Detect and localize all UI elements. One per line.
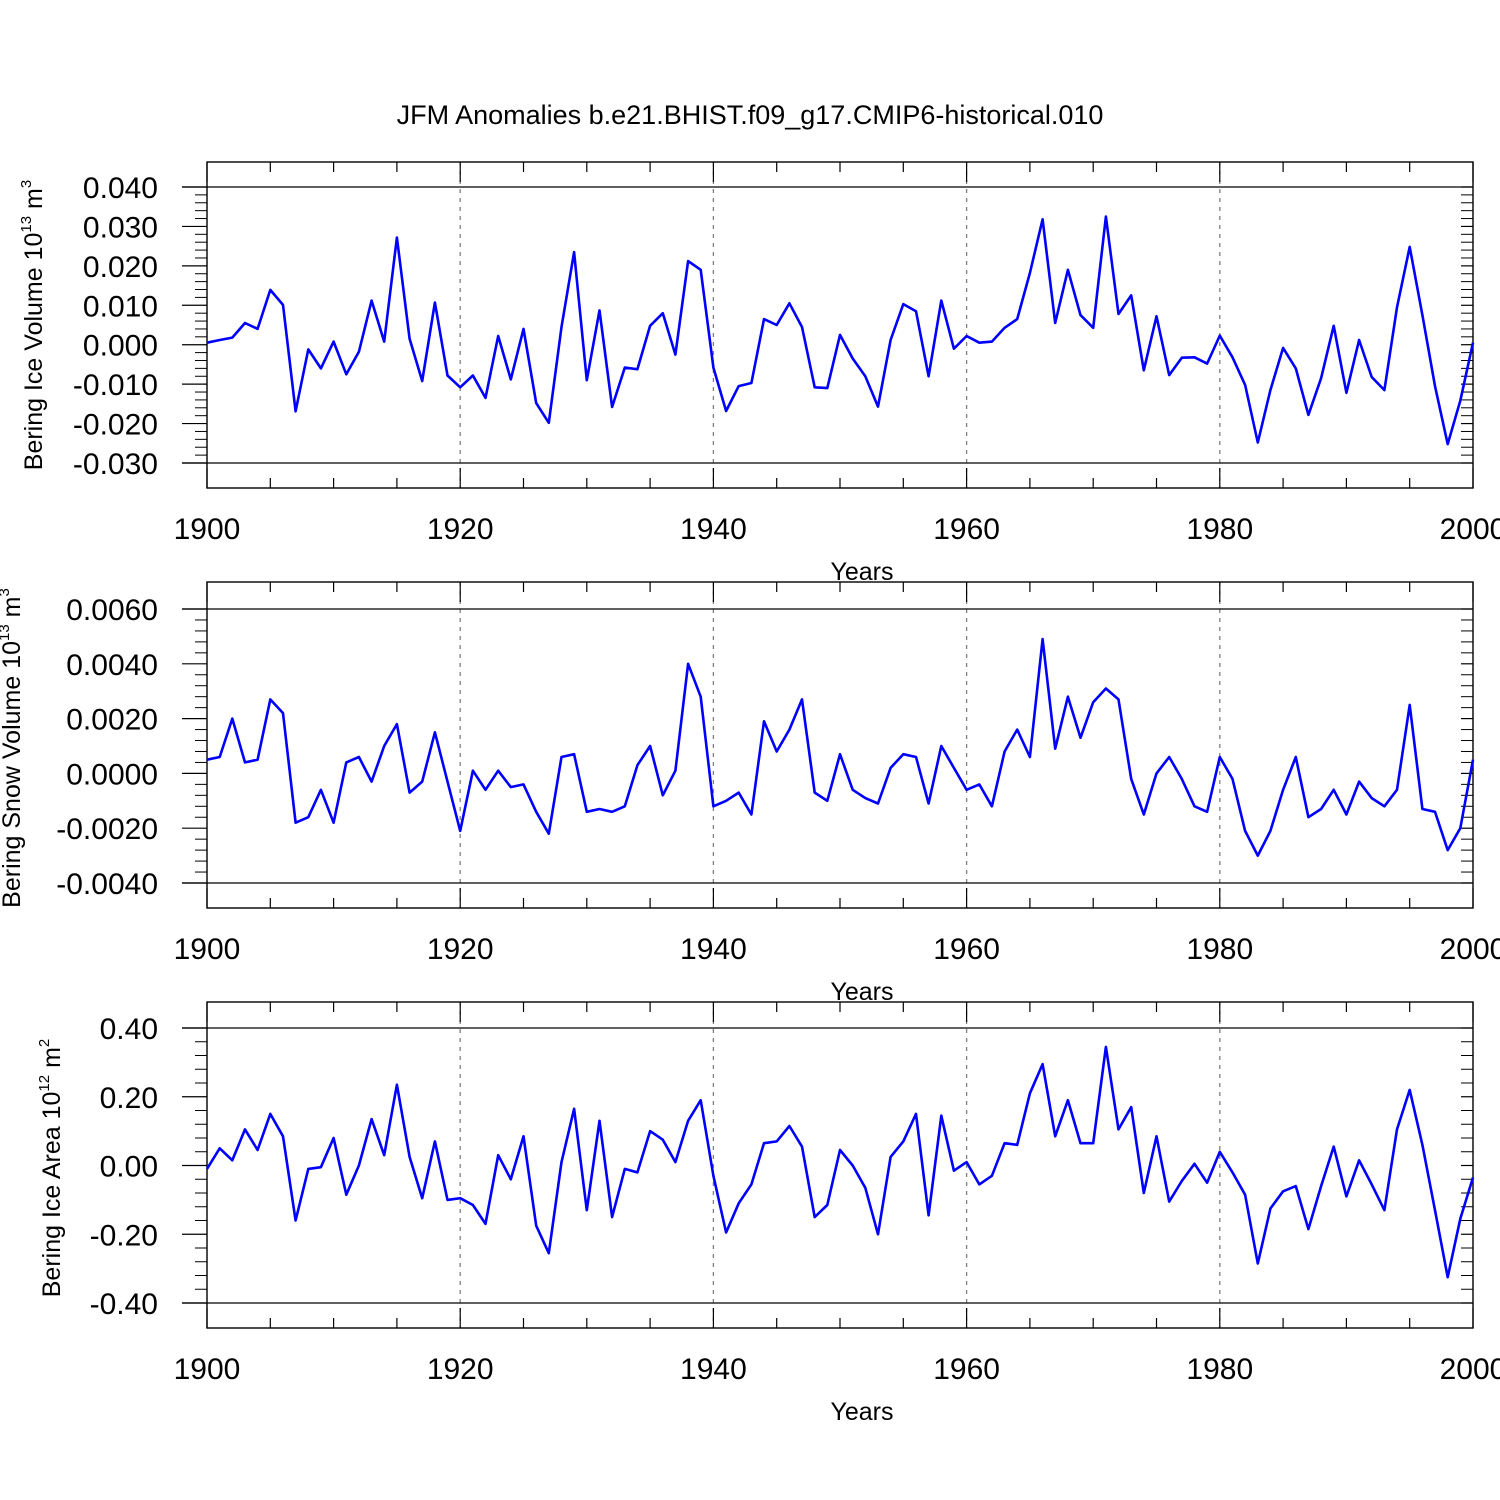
- y-tick-label: 0.20: [100, 1082, 158, 1115]
- y-tick-label: -0.0040: [56, 868, 158, 901]
- x-tick-label: 1940: [680, 1353, 747, 1386]
- figure-title: JFM Anomalies b.e21.BHIST.f09_g17.CMIP6-…: [397, 100, 1104, 130]
- x-tick-label: 2000: [1440, 1353, 1500, 1386]
- x-axis-label: Years: [830, 1398, 893, 1426]
- panel-3: 0.40 0.20 0.00 -0.20 -0.40 1900 1920 1940 1960 19…: [36, 1001, 1500, 1426]
- panel-2: 0.0060 0.0040 0.0020 0.0000 -0.0020 -0.0040 19…: [0, 581, 1500, 1006]
- y-axis-label-unit: m: [20, 188, 48, 216]
- plot-frame: [206, 1001, 1474, 1329]
- series-line: [206, 215, 1475, 446]
- y-tick-label: -0.0020: [56, 813, 158, 846]
- y-tick-label: -0.40: [90, 1288, 158, 1321]
- y-tick-label: -0.010: [73, 369, 158, 402]
- y-tick-label: 0.000: [83, 330, 158, 363]
- x-tick-label: 1920: [427, 1353, 494, 1386]
- y-axis-label-exponent: 13: [18, 216, 35, 233]
- y-axis-label-text: Bering Ice Area 10: [38, 1092, 66, 1298]
- y-tick-label: 0.0000: [66, 758, 158, 791]
- y-tick-label: 0.0040: [66, 649, 158, 682]
- x-tick-label: 1980: [1186, 1353, 1253, 1386]
- y-axis-label-unit-exponent: 3: [18, 180, 35, 188]
- y-axis-label: Bering Ice Volume 1013 m3: [18, 180, 48, 470]
- y-axis-label-unit-exponent: 2: [36, 1039, 53, 1047]
- y-tick-label: 0.00: [100, 1151, 158, 1184]
- x-tick-label: 1920: [427, 513, 494, 546]
- y-axis-label: Bering Snow Volume 1013 m3: [0, 588, 26, 908]
- y-tick-label: -0.020: [73, 409, 158, 442]
- x-tick-label: 1940: [680, 513, 747, 546]
- x-tick-label: 1960: [933, 1353, 1000, 1386]
- x-tick-label: 2000: [1440, 513, 1500, 546]
- x-tick-label: 1900: [174, 1353, 241, 1386]
- x-tick-label: 1960: [933, 513, 1000, 546]
- y-tick-label: 0.0060: [66, 594, 158, 627]
- x-tick-label: 1920: [427, 933, 494, 966]
- series-line: [205, 1045, 1475, 1279]
- x-tick-label: 1940: [680, 933, 747, 966]
- plot-frame: [206, 581, 1474, 909]
- x-tick-label: 1980: [1186, 513, 1253, 546]
- chart-panels: 0.040 0.030 0.020 0.010 0.000 -0.010 -0.020 -0.…: [0, 161, 1500, 1426]
- y-axis-label-unit: m: [0, 597, 26, 625]
- y-axis-label: Bering Ice Area 1012 m2: [36, 1039, 66, 1298]
- series-line: [206, 637, 1475, 857]
- y-axis-label-text: Bering Ice Volume 10: [20, 233, 48, 471]
- y-axis-label-exponent: 12: [36, 1075, 53, 1092]
- y-axis-label-text: Bering Snow Volume 10: [0, 641, 26, 908]
- y-tick-label: 0.020: [83, 251, 158, 284]
- y-tick-label: 0.0020: [66, 704, 158, 737]
- x-tick-label: 1980: [1186, 933, 1253, 966]
- x-tick-label: 1960: [933, 933, 1000, 966]
- y-tick-label: 0.030: [83, 211, 158, 244]
- plot-frame: [206, 161, 1474, 489]
- y-axis-label-exponent: 13: [0, 624, 13, 641]
- x-tick-label: 1900: [174, 933, 241, 966]
- x-tick-label: 1900: [174, 513, 241, 546]
- x-tick-label: 2000: [1440, 933, 1500, 966]
- y-tick-label: 0.40: [100, 1013, 158, 1046]
- y-tick-label: -0.20: [90, 1219, 158, 1252]
- y-tick-label: -0.030: [73, 448, 158, 481]
- y-tick-label: 0.010: [83, 290, 158, 323]
- y-tick-label: 0.040: [83, 172, 158, 205]
- y-axis-label-unit-exponent: 3: [0, 588, 13, 596]
- panel-1: 0.040 0.030 0.020 0.010 0.000 -0.010 -0.020 -0.…: [18, 161, 1500, 586]
- y-axis-label-unit: m: [38, 1047, 66, 1075]
